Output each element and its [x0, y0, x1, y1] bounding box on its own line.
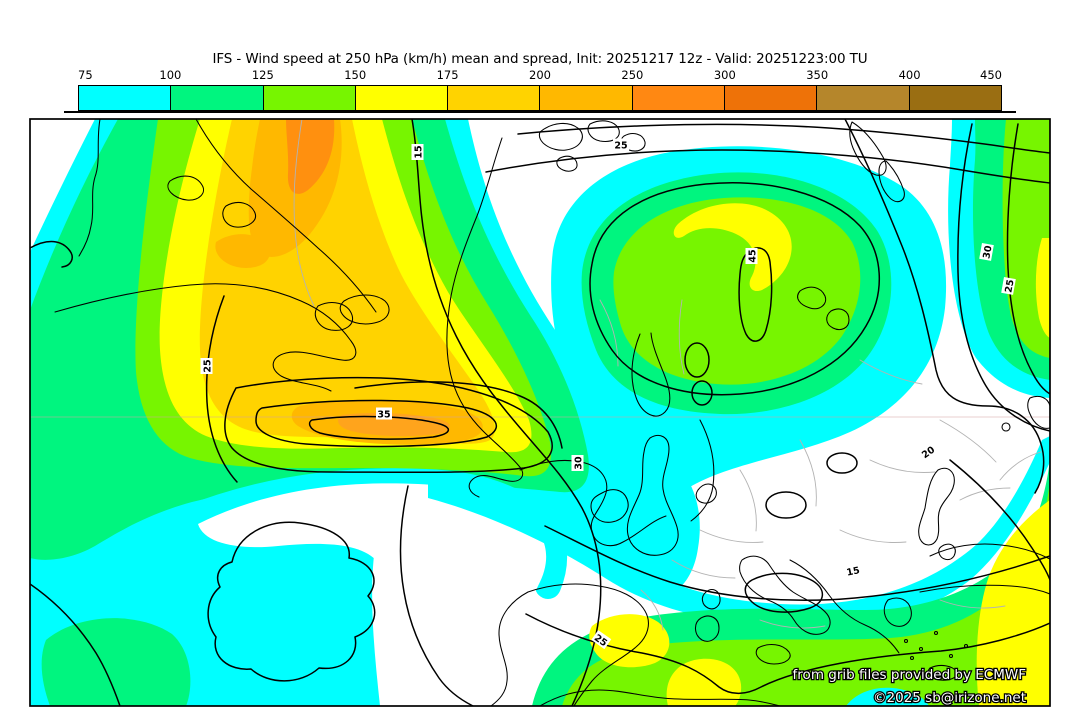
colorbar-tick: 450 — [980, 68, 1002, 82]
wind-speed-fill-contours — [30, 119, 1050, 706]
colorbar-segment — [631, 86, 725, 110]
colorbar-tick: 175 — [436, 68, 459, 82]
chart-title: IFS - Wind speed at 250 hPa (km/h) mean … — [212, 51, 868, 67]
colorbar-segment — [724, 86, 817, 110]
colorbar-tick: 125 — [251, 68, 274, 82]
svg-text:15: 15 — [846, 565, 861, 579]
colorbar-tick-labels: 75 100 125 150 175 200 250 300 350 400 450 — [78, 68, 1002, 82]
colorbar-segment — [539, 86, 632, 110]
colorbar — [78, 85, 1002, 111]
svg-text:25: 25 — [614, 141, 627, 152]
colorbar-segment — [354, 86, 448, 110]
colorbar-tick: 300 — [713, 68, 736, 82]
colorbar-tick: 75 — [78, 68, 93, 82]
colorbar-underline — [64, 111, 1016, 113]
country-borders — [293, 119, 1042, 631]
svg-text:45: 45 — [748, 249, 759, 262]
colorbar-tick: 400 — [898, 68, 921, 82]
svg-text:30: 30 — [574, 456, 585, 470]
contour-label: 45 — [745, 248, 759, 264]
colorbar-segment — [908, 86, 1001, 110]
colorbar-tick: 200 — [529, 68, 551, 82]
attribution-source: from grib files provided by ECMWF — [793, 667, 1026, 683]
colorbar-tick: 100 — [159, 68, 182, 82]
contour-label: 25 — [200, 358, 214, 374]
contour-label: 15 — [843, 562, 862, 579]
map-frame — [29, 118, 1051, 707]
colorbar-segment — [170, 86, 263, 110]
svg-text:25: 25 — [1003, 279, 1016, 294]
svg-text:15: 15 — [414, 145, 425, 158]
contour-label: 25 — [1001, 276, 1017, 295]
colorbar-tick: 150 — [344, 68, 367, 82]
contour-label: 15 — [411, 144, 425, 160]
contour-label: 25 — [613, 138, 629, 152]
svg-text:25: 25 — [203, 359, 214, 372]
contour-label: 30 — [571, 455, 585, 471]
contour-label: 35 — [376, 407, 392, 421]
colorbar-tick: 250 — [621, 68, 644, 82]
colorbar-tick: 350 — [806, 68, 829, 82]
svg-text:35: 35 — [377, 410, 390, 421]
attribution-copyright: ©2025 sb@irizone.net — [873, 690, 1026, 706]
colorbar-segment — [79, 86, 171, 110]
colorbar-segment — [447, 86, 540, 110]
spread-contours — [30, 119, 1050, 706]
svg-text:30: 30 — [981, 244, 994, 259]
colorbar-segment — [262, 86, 355, 110]
contour-label: 30 — [979, 242, 995, 261]
colorbar-segment — [816, 86, 909, 110]
